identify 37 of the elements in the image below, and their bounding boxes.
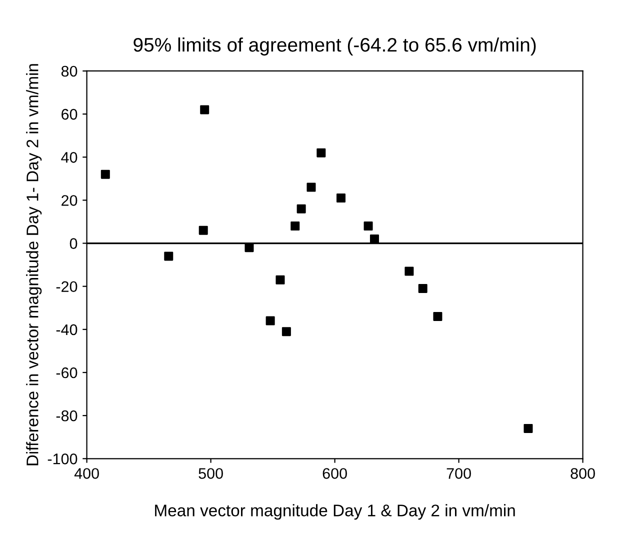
- point: [364, 222, 373, 231]
- point: [244, 243, 254, 252]
- y-tick-label: -60: [56, 367, 78, 378]
- x-axis-title: Mean vector magnitude Day 1 & Day 2 in vm/min: [155, 504, 515, 520]
- y-tick-label: -20: [56, 281, 78, 292]
- point: [296, 204, 306, 214]
- point: [306, 182, 316, 192]
- y-tick-label: 80: [61, 66, 78, 77]
- point: [524, 424, 533, 433]
- y-tick-label: -40: [56, 324, 78, 336]
- x-tick-label: 800: [570, 468, 595, 479]
- point: [433, 312, 442, 321]
- point: [404, 266, 414, 276]
- y-tick-label: -100: [48, 454, 78, 464]
- point: [282, 327, 291, 336]
- y-axis-title: Difference in vector magnitude Day 1- Day 2 in vm/min: [26, 64, 42, 466]
- point: [336, 194, 346, 203]
- y-tick-label: 40: [61, 152, 78, 163]
- point: [100, 170, 110, 179]
- y-tick-label: -80: [56, 410, 78, 422]
- point: [276, 275, 285, 284]
- point: [266, 316, 275, 326]
- x-tick-label: 600: [322, 468, 347, 479]
- y-tick-label: 0: [70, 238, 78, 249]
- chart-title: 95% limits of agreement (-64.2 to 65.6 vm/min): [134, 37, 536, 56]
- x-tick-label: 400: [74, 468, 99, 479]
- x-tick-label: 500: [198, 468, 223, 479]
- y-tick-label: 20: [62, 195, 78, 206]
- point: [164, 252, 174, 261]
- point: [200, 105, 210, 114]
- point: [290, 222, 300, 231]
- x-tick-label: 700: [446, 468, 471, 479]
- y-tick-label: 60: [62, 108, 78, 120]
- point: [418, 284, 428, 293]
- point: [198, 226, 208, 235]
- point: [370, 234, 379, 244]
- point: [316, 148, 326, 158]
